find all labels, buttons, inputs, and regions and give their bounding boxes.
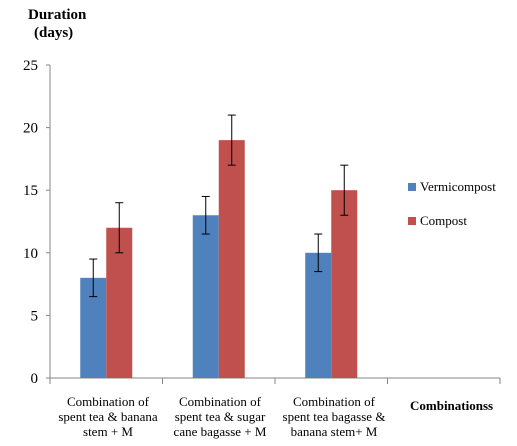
y-axis-label-line2: (days) xyxy=(34,25,74,41)
category-label-3: Combination of spent tea bagasse & banan… xyxy=(276,394,392,439)
y-axis-label-line1: Duration xyxy=(28,7,87,23)
legend-swatch-compost xyxy=(408,217,416,226)
category-label-3-line1: Combination of xyxy=(293,394,375,409)
category-label-1-line3: stem + M xyxy=(83,424,133,439)
category-label-1-line2: spent tea & banana xyxy=(58,409,158,424)
category-label-2: Combination of spent tea & sugar cane ba… xyxy=(162,394,278,439)
category-label-2-line2: spent tea & sugar xyxy=(174,409,266,424)
y-tick-label-15: 15 xyxy=(23,183,38,199)
category-label-1-line1: Combination of xyxy=(67,394,149,409)
y-tick-label-10: 10 xyxy=(23,246,38,262)
y-tick-label-0: 0 xyxy=(31,371,39,387)
y-tick-label-25: 25 xyxy=(23,58,38,74)
y-axis-label: Duration (days) xyxy=(28,6,86,42)
y-tick-label-20: 20 xyxy=(23,121,38,137)
category-label-3-line3: banana stem+ M xyxy=(290,424,378,439)
x-axis-label: Combinationss xyxy=(410,398,494,413)
bar-compost-3 xyxy=(331,190,358,378)
legend-item-compost: Compost xyxy=(408,212,467,229)
category-label-2-line3: cane bagasse + M xyxy=(173,424,267,439)
legend-swatch-vermicompost xyxy=(408,183,416,192)
bar-vermicompost-2 xyxy=(192,215,219,378)
bar-vermicompost-3 xyxy=(305,252,332,378)
y-tick-label-5: 5 xyxy=(31,308,39,324)
bar-compost-2 xyxy=(218,140,245,378)
category-label-2-line1: Combination of xyxy=(179,394,261,409)
category-label-3-line2: spent tea bagasse & xyxy=(282,409,386,424)
category-label-1: Combination of spent tea & banana stem +… xyxy=(50,394,166,439)
legend-item-vermicompost: Vermicompost xyxy=(408,178,496,195)
legend-label-vermicompost: Vermicompost xyxy=(420,179,496,195)
legend-label-compost: Compost xyxy=(420,213,467,229)
